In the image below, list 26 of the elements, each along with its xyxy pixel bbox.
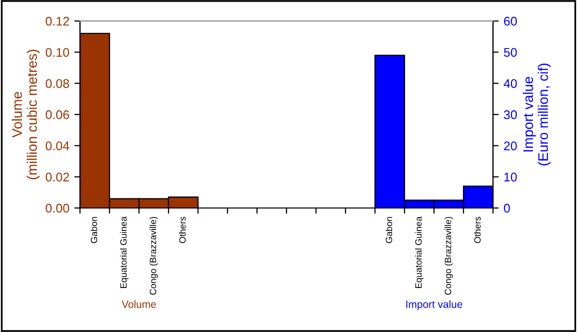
x-tick-label: Equatorial Guinea [415,216,424,288]
y2-tick-label: 60 [504,16,517,26]
y2-axis-title: Import value (Euro million, cif) [522,64,551,166]
y-tick-label: 0.00 [46,204,70,213]
text: Import value [406,300,462,310]
x-tick-label: Others [179,216,186,244]
y-axis-title: Volume (million cubic metres) [12,50,40,180]
x-tick-label: Congo (Brazzaville) [150,216,158,295]
y2-tick-label: 50 [504,48,517,57]
y2-tick-label: 20 [504,141,517,150]
y-tick-label: 0.12 [46,16,69,26]
y2-tick-label: 10 [504,172,517,182]
y-tick-label: 0.08 [46,79,70,88]
y-tick-label: 0.04 [46,141,70,150]
x-tick-label: Congo (Brazzaville) [444,216,453,295]
text: Volume [122,300,156,308]
x-tick-label: Equatorial Guinea [120,216,128,288]
y-tick-label: 0.06 [46,110,70,120]
y-tick-label: 0.02 [46,172,69,182]
y2-tick-label: 0 [504,204,510,213]
y-tick-label: 0.10 [46,48,70,57]
y2-tick-label: 40 [504,79,517,88]
x-tick-label: Others [474,216,481,244]
y2-tick-label: 30 [504,110,517,120]
x-tick-label: Gabon [386,217,392,244]
x-tick-label: Gabon [90,217,98,244]
